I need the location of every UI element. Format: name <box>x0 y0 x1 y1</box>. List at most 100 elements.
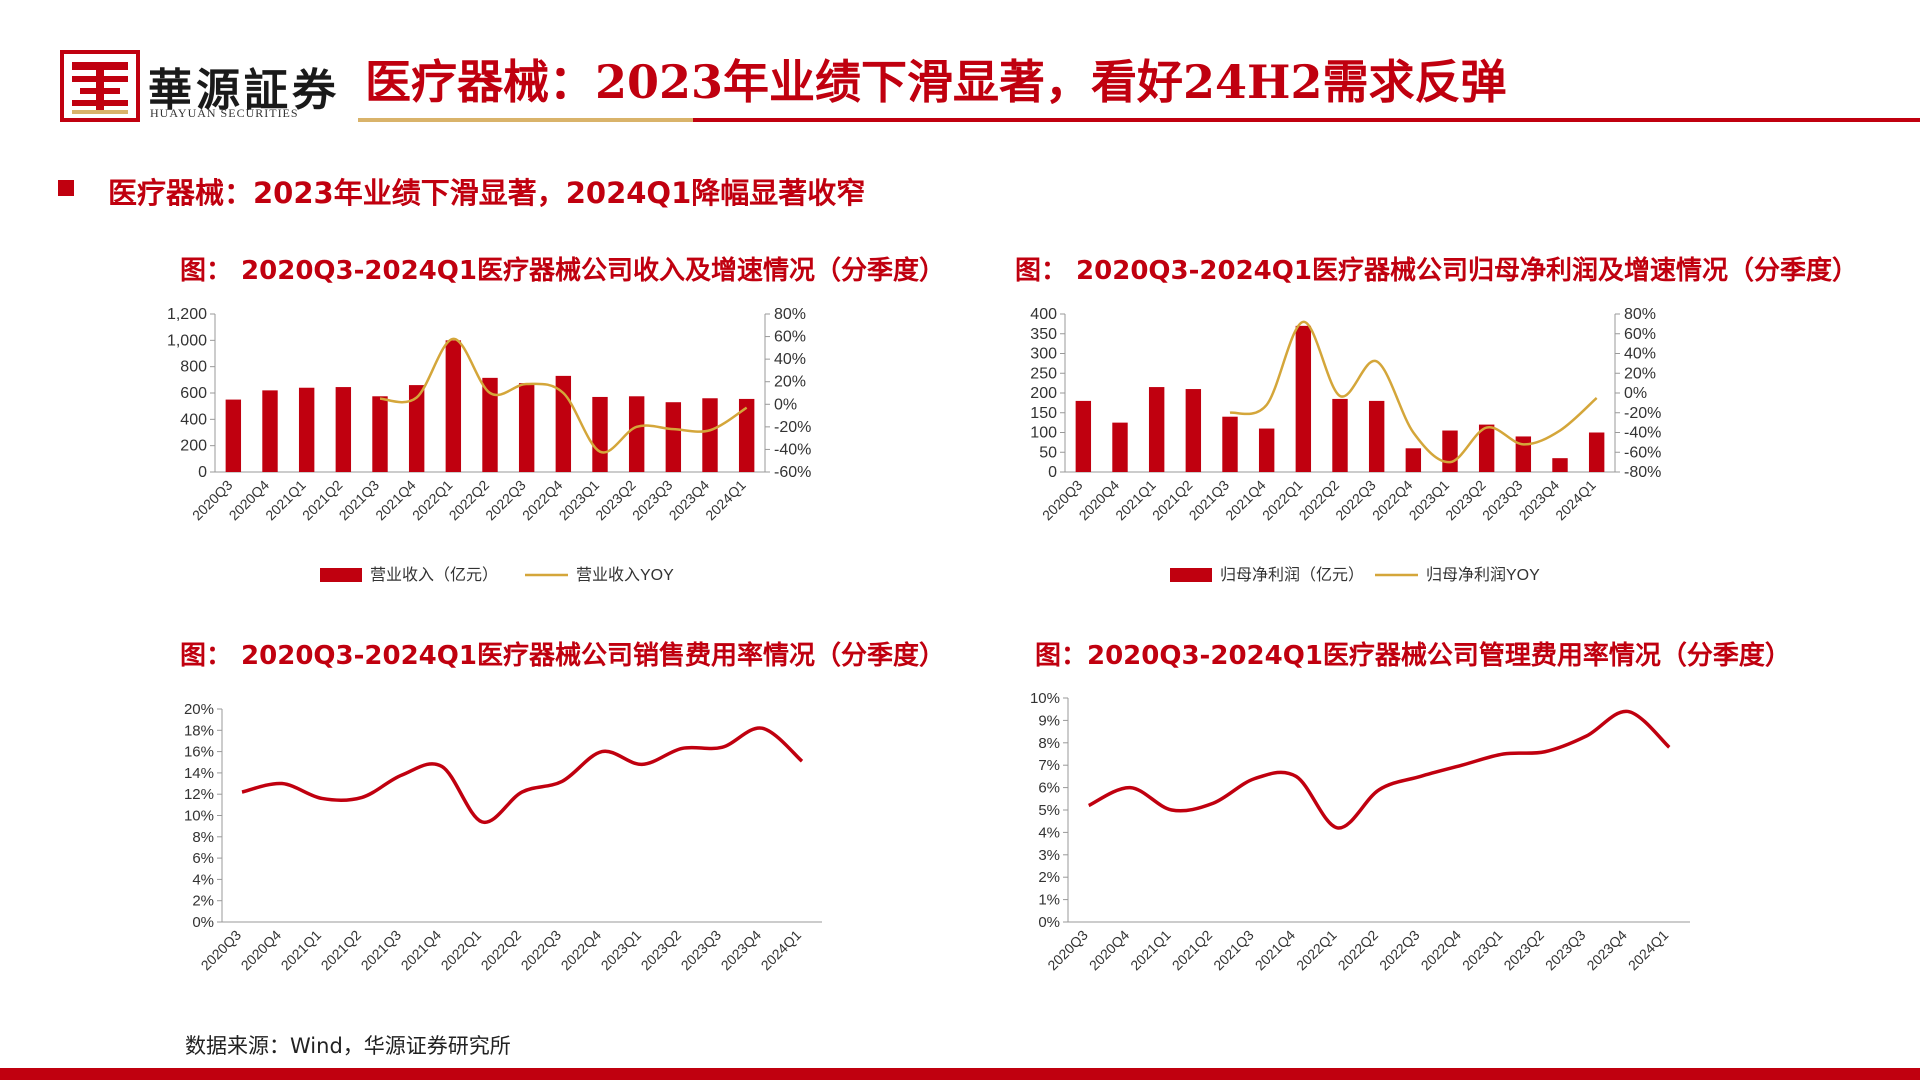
revenue-bar <box>592 396 608 472</box>
y-tick-label: 10% <box>1030 690 1060 707</box>
x-tick-label: 2023Q2 <box>1500 927 1547 974</box>
x-tick-label: 2020Q4 <box>1086 927 1133 974</box>
page-title: 医疗器械：2023年业绩下滑显著，看好24H2需求反弹 <box>365 55 1507 109</box>
y-tick-label: 12% <box>184 786 214 803</box>
y-right-tick-label: 20% <box>774 374 806 391</box>
y-right-tick-label: 60% <box>1624 326 1656 343</box>
x-tick-label: 2021Q4 <box>398 927 445 974</box>
y-right-tick-label: -20% <box>774 419 811 436</box>
x-tick-label: 2020Q4 <box>238 927 285 974</box>
y-tick-label: 9% <box>1038 712 1060 729</box>
y-right-tick-label: -60% <box>774 464 811 481</box>
revenue-bar <box>225 399 242 472</box>
chart-title-revenue: 图： 2020Q3-2024Q1医疗器械公司收入及增速情况（分季度） <box>180 256 945 286</box>
y-left-tick-label: 400 <box>1030 306 1057 323</box>
x-tick-label: 2023Q3 <box>1542 927 1589 974</box>
y-left-tick-label: 350 <box>1030 326 1057 343</box>
y-right-tick-label: -80% <box>1624 464 1661 481</box>
y-tick-label: 4% <box>1038 824 1060 841</box>
y-left-tick-label: 800 <box>180 359 207 376</box>
y-tick-label: 7% <box>1038 757 1060 774</box>
y-left-tick-label: 1,000 <box>167 332 207 349</box>
x-tick-label: 2023Q2 <box>638 927 685 974</box>
legend-label-bar: 营业收入（亿元） <box>370 566 498 584</box>
y-tick-label: 18% <box>184 722 214 739</box>
y-right-tick-label: 60% <box>774 329 806 346</box>
y-right-tick-label: 40% <box>1624 346 1656 363</box>
y-tick-label: 20% <box>184 701 214 718</box>
y-tick-label: 8% <box>192 829 214 846</box>
y-right-tick-label: -40% <box>774 441 811 458</box>
header-rule-red <box>693 118 1920 122</box>
x-tick-label: 2024Q1 <box>1625 927 1672 974</box>
profit-bar <box>1552 458 1568 472</box>
x-tick-label: 2022Q3 <box>1376 927 1423 974</box>
y-tick-label: 1% <box>1038 892 1060 909</box>
legend-swatch-bar <box>320 568 362 582</box>
data-source-note: 数据来源：Wind，华源证券研究所 <box>185 1034 511 1058</box>
x-tick-label: 2021Q2 <box>318 927 365 974</box>
x-tick-label: 2023Q1 <box>598 927 645 974</box>
sales-ratio-chart: 0% 2% 4% 6% 8% 10% 12% 14% 16% 18% 20% 2020Q32020Q4… <box>184 701 822 974</box>
chart-title-sales-ratio: 图： 2020Q3-2024Q1医疗器械公司销售费用率情况（分季度） <box>180 641 945 671</box>
revenue-bar <box>738 398 755 472</box>
legend-label-line: 归母净利润YOY <box>1426 566 1540 584</box>
profit-bar <box>1478 424 1495 472</box>
legend-label-bar: 归母净利润（亿元） <box>1220 566 1364 584</box>
revenue-bar <box>262 390 278 472</box>
y-right-tick-label: -40% <box>1624 425 1661 442</box>
y-right-tick-label: -20% <box>1624 405 1661 422</box>
revenue-bar <box>518 383 535 472</box>
chart-title-admin-ratio: 图：2020Q3-2024Q1医疗器械公司管理费用率情况（分季度） <box>1035 641 1791 671</box>
profit-yoy-line <box>1229 320 1598 464</box>
y-left-tick-label: 150 <box>1030 405 1057 422</box>
y-right-tick-label: 80% <box>1624 306 1656 323</box>
revenue-bar <box>408 385 425 472</box>
revenue-bar <box>372 396 388 472</box>
y-tick-label: 0% <box>1038 914 1060 931</box>
profit-bar <box>1588 432 1605 472</box>
y-left-tick-label: 100 <box>1030 425 1057 442</box>
x-tick-label: 2021Q1 <box>1127 927 1174 974</box>
profit-bar <box>1148 387 1165 472</box>
x-tick-label: 2022Q2 <box>478 927 525 974</box>
x-tick-label: 2021Q2 <box>1169 927 1216 974</box>
revenue-chart: 0 200 400 600 800 1,000 1,200 -60% -40% -20% 0% 20%… <box>167 306 811 584</box>
revenue-bar <box>445 340 462 472</box>
y-left-tick-label: 400 <box>180 411 207 428</box>
revenue-bar <box>482 377 498 472</box>
y-tick-label: 3% <box>1038 847 1060 864</box>
x-tick-label: 2022Q1 <box>1293 927 1340 974</box>
profit-bar <box>1185 389 1202 472</box>
y-tick-label: 8% <box>1038 735 1060 752</box>
x-tick-label: 2020Q3 <box>1044 927 1091 974</box>
footer-bar <box>0 1068 1920 1080</box>
revenue-yoy-line <box>379 337 748 454</box>
y-left-tick-label: 300 <box>1030 346 1057 363</box>
y-left-tick-label: 200 <box>180 438 207 455</box>
legend-swatch-bar <box>1170 568 1212 582</box>
y-left-tick-label: 600 <box>180 385 207 402</box>
y-tick-label: 2% <box>192 893 214 910</box>
y-tick-label: 4% <box>192 871 214 888</box>
x-tick-label: 2021Q3 <box>358 927 405 974</box>
y-left-tick-label: 0 <box>1048 464 1057 481</box>
x-tick-label: 2021Q4 <box>1252 927 1299 974</box>
section-bullet <box>58 180 74 196</box>
x-tick-label: 2023Q4 <box>718 927 765 974</box>
sales-ratio-line <box>241 726 804 824</box>
profit-bar <box>1405 448 1422 472</box>
brand-name: 華源証券 <box>148 65 340 116</box>
header-rule-gold <box>358 118 693 122</box>
revenue-bar <box>702 398 718 472</box>
y-tick-label: 6% <box>192 850 214 867</box>
y-left-tick-label: 50 <box>1039 444 1057 461</box>
profit-bar <box>1368 400 1385 472</box>
admin-ratio-chart: 0%1%2%3%4%5%6%7%8%9%10%2020Q32020Q42021Q… <box>1030 690 1690 974</box>
company-logo <box>60 50 140 122</box>
x-tick-label: 2024Q1 <box>702 477 749 524</box>
y-tick-label: 5% <box>1038 802 1060 819</box>
y-right-tick-label: 0% <box>1624 385 1647 402</box>
x-tick-label: 2023Q4 <box>1583 927 1630 974</box>
revenue-bar <box>335 387 352 472</box>
